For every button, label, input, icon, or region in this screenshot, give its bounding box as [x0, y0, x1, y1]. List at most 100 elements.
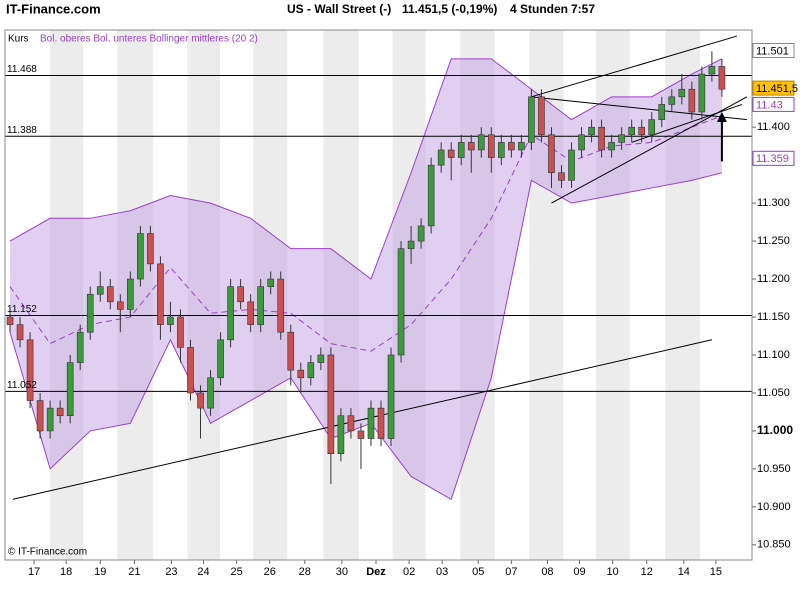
candle-body — [137, 233, 144, 280]
price-box-label: 11.43 — [756, 99, 783, 111]
candle-body — [76, 331, 84, 363]
time: 7:57 — [571, 2, 595, 16]
x-tick-label: 26 — [264, 566, 276, 578]
x-tick-label: 19 — [94, 566, 106, 578]
candle-body — [277, 278, 285, 333]
footer: © IT-Finance.com — [8, 547, 87, 558]
x-tick-label: 07 — [505, 566, 517, 578]
y-tick-label: 11.150 — [757, 311, 790, 323]
legend-bollinger: Bol. oberes Bol. unteres Bollinger mittl… — [40, 34, 258, 45]
candle-body — [267, 278, 275, 287]
candle-body — [407, 240, 415, 249]
candle-body — [207, 377, 214, 409]
candle-body — [86, 293, 94, 333]
candle-body — [618, 134, 625, 143]
x-tick-label: 14 — [678, 566, 690, 578]
candle-body — [427, 164, 435, 227]
arrow-head — [716, 112, 727, 123]
x-tick-label: 28 — [299, 566, 311, 578]
candle-body — [568, 149, 575, 181]
x-tick-label: 03 — [436, 566, 448, 578]
candle-body — [447, 149, 455, 158]
y-tick-label: 11.200 — [757, 273, 790, 285]
x-tick-label: 12 — [641, 566, 653, 578]
x-tick-label: 21 — [128, 566, 140, 578]
price-box-label: 11.501 — [756, 45, 789, 57]
price-box-label: 11.359 — [756, 153, 789, 165]
candle-body — [698, 73, 706, 113]
y-tick-label: 11.050 — [757, 387, 790, 399]
y-tick-label: 10.850 — [757, 539, 791, 551]
price-box — [752, 43, 795, 59]
candle-body — [648, 119, 656, 136]
x-tick-label: 05 — [472, 566, 484, 578]
candle-body — [66, 362, 74, 417]
candle-body — [46, 407, 54, 432]
candle-layer — [6, 51, 726, 485]
candle-body — [227, 286, 234, 341]
candle-body — [187, 347, 194, 394]
candle-body — [257, 286, 264, 325]
legend-kurs: Kurs — [8, 34, 29, 45]
candle-body — [26, 339, 34, 401]
candle-body — [397, 248, 405, 356]
candle-body — [417, 225, 425, 242]
candle-body — [237, 286, 244, 303]
candle-body — [217, 339, 224, 379]
candle-body — [518, 142, 525, 151]
x-tick-label: 17 — [28, 566, 40, 578]
y-tick-label: 11.000 — [757, 423, 793, 437]
candle-body — [688, 88, 696, 113]
x-tick-label: 02 — [403, 566, 415, 578]
candle-body — [678, 88, 686, 98]
candle-body — [317, 354, 325, 363]
site-name: IT-Finance.com — [6, 1, 101, 16]
candle-body — [347, 415, 355, 432]
candle-body — [117, 301, 124, 310]
candle-body — [167, 316, 174, 325]
candle-body — [36, 400, 44, 432]
candle-body — [16, 324, 24, 341]
x-tick-label: 30 — [336, 566, 348, 578]
candle-body — [608, 142, 615, 151]
line-layer — [5, 35, 752, 500]
trendline — [12, 339, 713, 500]
interval: 4 Stunden — [510, 2, 568, 16]
candle-body — [658, 104, 666, 120]
candle-body — [327, 354, 335, 454]
price-box — [752, 80, 795, 96]
candle-body — [487, 134, 495, 158]
band-fill — [10, 58, 722, 500]
price-box — [752, 96, 795, 112]
candle-body — [598, 126, 605, 151]
candle-body — [638, 126, 646, 136]
candle-body — [6, 316, 14, 325]
candle-body — [708, 66, 716, 75]
y-tick-label: 11.300 — [757, 197, 790, 209]
candle-body — [467, 142, 475, 151]
candle-body — [157, 263, 164, 325]
candle-body — [508, 142, 515, 151]
candle-body — [367, 407, 375, 439]
candle-body — [247, 301, 254, 325]
y-tick-label: 11.100 — [757, 349, 790, 361]
y-tick-label: 11.400 — [757, 121, 790, 133]
x-tick-label: 24 — [197, 566, 209, 578]
candle-body — [197, 392, 204, 409]
candle-body — [528, 96, 535, 143]
x-tick-label: Dez — [366, 566, 386, 578]
candle-body — [588, 126, 595, 136]
candle-body — [337, 415, 345, 454]
candle-body — [538, 96, 545, 136]
candle-body — [96, 286, 104, 295]
candle-body — [147, 233, 154, 265]
candle-body — [498, 142, 505, 158]
candle-body — [437, 149, 445, 166]
level-label: 11.388 — [7, 125, 37, 136]
plot-frame — [4, 29, 753, 561]
candle-body — [477, 134, 485, 151]
candle-body — [548, 134, 555, 174]
candle-body — [718, 66, 726, 90]
